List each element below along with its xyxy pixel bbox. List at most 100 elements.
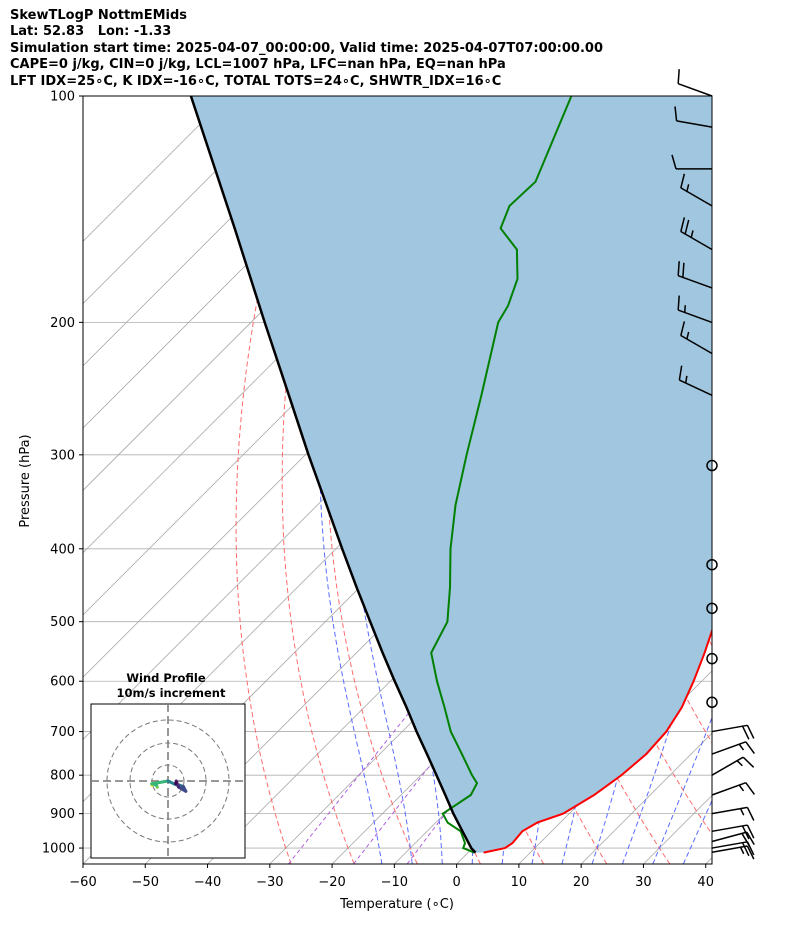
wind-barb (711, 806, 755, 821)
cape-cin-fill (190, 96, 712, 853)
wind-barb-staff (679, 379, 713, 396)
wind-barb-flag (741, 725, 750, 740)
wind-barb-half-flag (686, 331, 690, 340)
wind-barb (711, 845, 755, 860)
time-text: Simulation start time: 2025-04-07_00:00:… (10, 40, 603, 56)
wind-barb (674, 106, 713, 128)
wind-barbs (671, 69, 755, 860)
wind-barb-staff (711, 781, 747, 796)
x-tick-label: −50 (132, 875, 159, 890)
wind-barb-flag (671, 154, 677, 170)
temperature-line (483, 627, 712, 854)
location-text: Lat: 52.83 Lon: -1.33 (10, 24, 172, 40)
wind-barb-flag (746, 845, 755, 860)
wind-barb-half-flag (736, 760, 743, 767)
y-axis-ticks: 1000 900 800 700 600 500 400 300 200 100 (42, 90, 83, 857)
wind-barb-flag (741, 833, 751, 847)
calm-wind-circle (706, 602, 718, 615)
wind-barb-flag (745, 782, 755, 795)
wind-barb-half-flag (738, 743, 745, 751)
calm-wind-circle (706, 558, 718, 571)
wind-barb-half-flag (690, 230, 694, 238)
wind-barb (677, 261, 713, 289)
wind-barb-staff (677, 309, 713, 324)
wind-barb-flag (742, 756, 755, 768)
wind-barb-staff (677, 82, 713, 97)
wind-barb-staff (711, 824, 748, 833)
dewpoint-line (430, 96, 573, 854)
wind-barb (711, 724, 755, 740)
calm-wind-circle (706, 459, 718, 472)
wind-barb (711, 781, 755, 796)
wind-barb-half-flag (738, 784, 745, 792)
wind-barb-half-flag (684, 375, 688, 384)
y-tick-label: 800 (50, 769, 75, 784)
chart-header: SkewTLogP NottmEMids Lat: 52.83 Lon: -1.… (10, 8, 603, 90)
wind-barb-staff (711, 831, 747, 843)
calm-wind-circle (706, 652, 718, 665)
wind-barb-flag (680, 217, 686, 232)
isotherm-line (83, 96, 229, 242)
profile-lines (189, 96, 712, 854)
wind-barb-staff (711, 756, 744, 776)
y-tick-label: 100 (50, 90, 75, 105)
x-tick-label: 0 (452, 875, 460, 890)
stability-indices-2: LFT IDX=25∘C, K IDX=-16∘C, TOTAL TOTS=24… (10, 73, 502, 89)
wind-barb-staff (677, 274, 713, 289)
x-tick-label: −20 (318, 875, 345, 890)
wind-barb (711, 741, 755, 755)
wind-barb (680, 173, 713, 207)
wind-barb-flag (746, 724, 755, 739)
dry-adiabat-line (760, 96, 794, 864)
moist-adiabat-line (621, 96, 712, 864)
wind-barb-staff (680, 187, 713, 207)
cin-shaded-area (190, 96, 712, 853)
wind-barb-flag (746, 824, 755, 839)
moist-adiabat-line (682, 799, 712, 864)
wind-barb-flag (746, 831, 755, 846)
wind-barb-staff (676, 120, 713, 128)
wind-barb-half-flag (686, 184, 690, 192)
wind-barb (711, 756, 755, 776)
y-tick-label: 700 (50, 725, 75, 740)
wind-barb-flag (745, 741, 755, 755)
x-tick-label: −10 (381, 875, 408, 890)
wind-barb-flag (680, 321, 686, 336)
wind-barb-flag (682, 262, 685, 278)
inset-title-line1: Wind Profile (126, 671, 206, 685)
y-tick-label: 600 (50, 675, 75, 690)
wind-barb (711, 824, 755, 840)
x-tick-label: 20 (573, 875, 590, 890)
plot-frame (82, 95, 713, 865)
wind-barb-flag (677, 295, 680, 311)
chart-title: SkewTLogP NottmEMids (10, 8, 188, 23)
x-tick-label: 40 (697, 875, 714, 890)
wind-barb-flag (741, 825, 750, 840)
calm-wind-circle (706, 696, 718, 709)
wind-barb (678, 365, 713, 396)
wind-barb-staff (711, 806, 748, 815)
moist-adiabat-line (347, 96, 413, 864)
wind-barb (680, 217, 713, 251)
wind-barb-flag (741, 842, 750, 857)
wind-barb-half-flag (739, 846, 745, 855)
parcel-path-line (189, 96, 477, 854)
wind-barb-flag (684, 219, 690, 235)
wind-barb-flag (680, 173, 686, 189)
wind-barb-flag (678, 365, 683, 381)
wind-barb-staff (680, 334, 713, 355)
isotherm-line (768, 96, 794, 864)
moist-adiabat-line (652, 716, 712, 864)
wind-barb-half-flag (684, 305, 687, 313)
wind-barb-staff (680, 230, 713, 251)
y-tick-label: 400 (50, 542, 75, 557)
wind-barb (677, 295, 713, 324)
wind-barb-flag (677, 261, 680, 276)
inset-title-line2: 10m/s increment (117, 686, 226, 700)
x-axis-label: Temperature (∘C) (339, 897, 454, 912)
wind-barb-staff (711, 741, 747, 755)
y-axis-label: Pressure (hPa) (18, 434, 33, 527)
stability-indices-1: CAPE=0 j/kg, CIN=0 j/kg, LCL=1007 hPa, L… (10, 57, 506, 73)
wind-barb-flag (674, 106, 678, 121)
wind-barb (671, 154, 712, 170)
